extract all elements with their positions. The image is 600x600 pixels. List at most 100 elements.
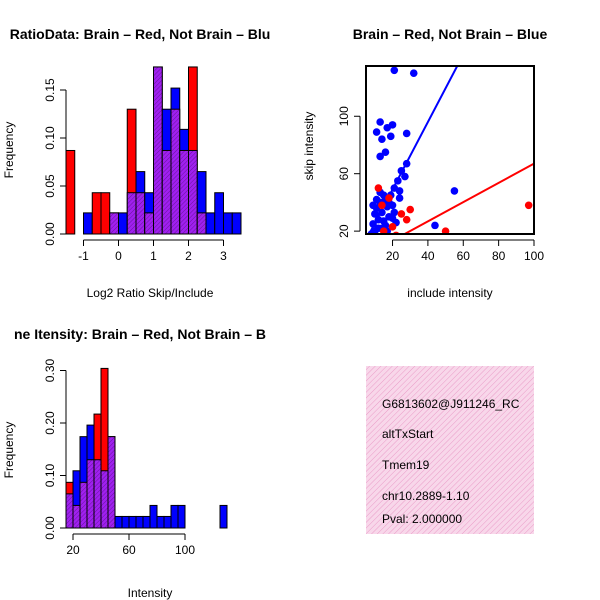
ratio-bar-overlap: [161, 149, 172, 235]
intensity-bar-notbrain: [170, 504, 179, 529]
scatter-point-notbrain: [378, 135, 386, 144]
scatter-y-tick-label: 60: [337, 167, 351, 181]
intensity-bar-overlap: [100, 470, 109, 529]
scatter-point-notbrain: [450, 187, 459, 195]
info-line-locus: chr10.2889-1.10: [382, 489, 470, 503]
scatter-point-brain: [379, 227, 388, 234]
ratio-bar-brain: [65, 149, 76, 235]
intensity-bar-overlap: [107, 436, 116, 529]
info-pval: Pval: 2.000000: [382, 512, 462, 526]
scatter-point-notbrain: [388, 214, 397, 223]
scatter-point-notbrain: [376, 152, 384, 161]
scatter-point-brain: [397, 210, 406, 218]
scatter-point-notbrain: [394, 177, 402, 185]
intensity-y-tick-label: 0.20: [43, 411, 57, 435]
info-line-gene: Tmem19: [382, 458, 430, 472]
ratio-bar-overlap: [144, 212, 154, 235]
ratio-bar-brain: [91, 192, 102, 235]
scatter-point-notbrain: [390, 208, 399, 217]
ratio-bar-overlap: [135, 192, 146, 235]
ratio-histogram-xlabel: Log2 Ratio Skip/Include: [87, 286, 214, 300]
intensity-y-tick-label: 0.00: [43, 516, 57, 540]
ratio-bar-notbrain: [205, 212, 216, 235]
scatter-point-notbrain: [372, 195, 381, 204]
ratio-histogram-bars: [65, 66, 242, 235]
intensity-bar-overlap: [65, 493, 74, 529]
intensity-bar-notbrain: [177, 504, 186, 529]
scatter-point-notbrain: [386, 132, 395, 141]
scatter-point-notbrain: [371, 210, 379, 218]
scatter-box: [365, 65, 535, 235]
ratio-bar-overlap: [153, 66, 163, 235]
scatter-point-brain: [374, 184, 383, 192]
ratio-bar-overlap: [196, 212, 207, 235]
intensity-histogram-xlabel: Intensity: [128, 586, 173, 600]
intensity-bar-overlap: [93, 459, 102, 529]
scatter-point-brain: [388, 223, 397, 231]
intensity-bar-overlap: [86, 459, 95, 529]
intensity-bar-overlap: [79, 481, 88, 529]
ratio-bar-notbrain: [214, 192, 224, 235]
info-line-event: altTxStart: [382, 427, 434, 441]
info-panel: G6813602@J911246_RC altTxStart Tmem19 ch…: [366, 366, 534, 534]
scatter-point-brain: [524, 201, 533, 210]
info-background: [366, 366, 534, 534]
intensity-x-tick-label: 100: [175, 543, 195, 557]
ratio-bar-notbrain: [118, 212, 128, 235]
ratio-bar-brain: [100, 192, 111, 235]
ratio-histogram-panel: RatioData: Brain – Red, Not Brain – Blu …: [2, 26, 270, 300]
ratio-bar-notbrain: [83, 212, 93, 235]
intensity-bar-notbrain: [163, 515, 172, 529]
ratio-histogram-axes: -1 0 1 2 3 0.00 0.05 0.10 0.15: [43, 78, 227, 263]
scatter-point-notbrain: [402, 159, 411, 168]
scatter-point-notbrain: [401, 172, 409, 181]
scatter-point-notbrain: [397, 167, 406, 175]
scatter-point-notbrain: [395, 194, 404, 202]
intensity-scatter-panel: Brain – Red, Not Brain – Blue include in…: [302, 26, 547, 300]
ratio-x-tick-label: 2: [185, 249, 192, 263]
intensity-bar-notbrain: [121, 515, 130, 529]
intensity-bar-notbrain: [219, 504, 228, 529]
scatter-clip: [367, 66, 534, 234]
scatter-point-notbrain: [395, 187, 404, 195]
scatter-point-notbrain: [390, 66, 399, 75]
scatter-x-tick-label: 60: [457, 249, 471, 263]
ratio-x-tick-label: 1: [150, 249, 157, 263]
ratio-x-tick-label: 3: [220, 249, 227, 263]
ratio-bar-overlap: [170, 108, 181, 235]
ratio-x-tick-label: 0: [115, 249, 122, 263]
ratio-bar-overlap: [109, 212, 119, 235]
scatter-point-brain: [392, 231, 400, 234]
intensity-scatter-xlabel: include intensity: [407, 286, 492, 300]
scatter-point-brain: [402, 215, 411, 224]
scatter-point-notbrain: [372, 128, 381, 136]
ratio-bar-overlap: [188, 149, 198, 235]
ratio-bar-notbrain: [223, 212, 233, 235]
ratio-bar-notbrain: [231, 212, 242, 235]
intensity-histogram-axes: 20 60 100 0.00 0.10 0.20 0.30: [43, 358, 195, 557]
scatter-point-notbrain: [381, 221, 390, 230]
scatter-point-notbrain: [369, 220, 377, 228]
intensity-bar-notbrain: [142, 515, 151, 529]
scatter-point-notbrain: [381, 148, 390, 156]
intensity-bar-notbrain: [114, 515, 123, 529]
ratio-bar-overlap: [126, 192, 137, 235]
scatter-point-notbrain: [409, 69, 418, 77]
scatter-point-notbrain: [402, 129, 411, 138]
intensity-histogram-bars: [65, 367, 228, 529]
scatter-y-tick-label: 20: [337, 224, 351, 238]
scatter-x-tick-label: 100: [524, 249, 544, 263]
intensity-histogram-ylabel: Frequency: [2, 422, 16, 479]
intensity-bar-notbrain: [135, 515, 144, 529]
ratio-histogram-title: RatioData: Brain – Red, Not Brain – Blu: [10, 26, 271, 42]
info-clip: G6813602@J911246_RC altTxStart Tmem19 ch…: [382, 397, 520, 526]
ratio-x-tick-label: -1: [78, 249, 89, 263]
ratio-y-tick-label: 0.05: [43, 174, 57, 198]
intensity-scatter-ylabel: skip intensity: [302, 112, 316, 181]
scatter-x-tick-label: 40: [421, 249, 435, 263]
intensity-histogram-panel: ne Itensity: Brain – Red, Not Brain – B …: [2, 326, 266, 600]
intensity-bar-notbrain: [128, 515, 137, 529]
intensity-x-tick-label: 20: [66, 543, 80, 557]
info-line-id: G6813602@J911246_RC: [382, 397, 520, 411]
